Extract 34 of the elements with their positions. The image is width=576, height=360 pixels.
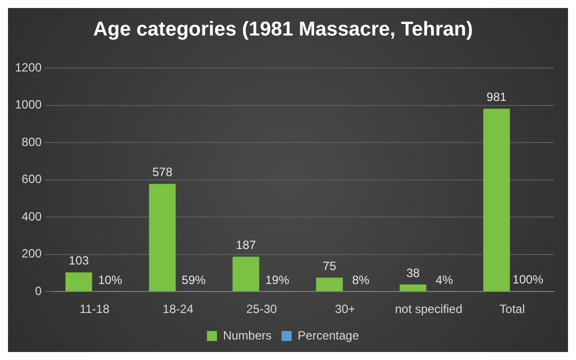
y-tick-label: 1200 [14,60,42,74]
data-label: 38 [406,266,420,280]
data-label: 75 [322,258,336,273]
x-tick-label: 11-18 [80,302,110,316]
x-tick-label: 30+ [334,302,356,316]
x-tick-label: not specified [394,302,462,316]
bar [232,256,260,292]
x-tick-label: 25-30 [246,302,278,316]
bar [65,272,92,292]
bar [316,278,343,292]
y-tick-label: 800 [22,134,42,149]
bar [149,184,176,292]
y-tick-label: 1000 [14,98,42,112]
data-label: 10% [98,272,122,287]
x-tick-label: 18-24 [162,302,194,316]
data-label: 187 [236,238,256,252]
legend-label: Percentage [298,328,360,342]
data-label: 4% [436,272,454,287]
data-label: 578 [152,165,173,180]
legend-label: Numbers [222,328,272,342]
y-tick-label: 400 [22,209,42,224]
chart-title: Age categories (1981 Massacre, Tehran) [93,18,473,41]
y-tick-label: 0 [35,284,42,298]
data-label: 8% [352,272,370,287]
bar [400,284,426,292]
x-tick-label: Total [500,302,525,316]
data-label: 19% [265,272,290,287]
data-label: 103 [68,254,90,268]
bar [483,108,510,292]
data-label: 981 [486,90,507,104]
y-tick-label: 200 [22,246,42,261]
data-label: 59% [182,272,206,287]
data-label: 100% [512,272,544,287]
y-tick-label: 600 [22,172,42,186]
